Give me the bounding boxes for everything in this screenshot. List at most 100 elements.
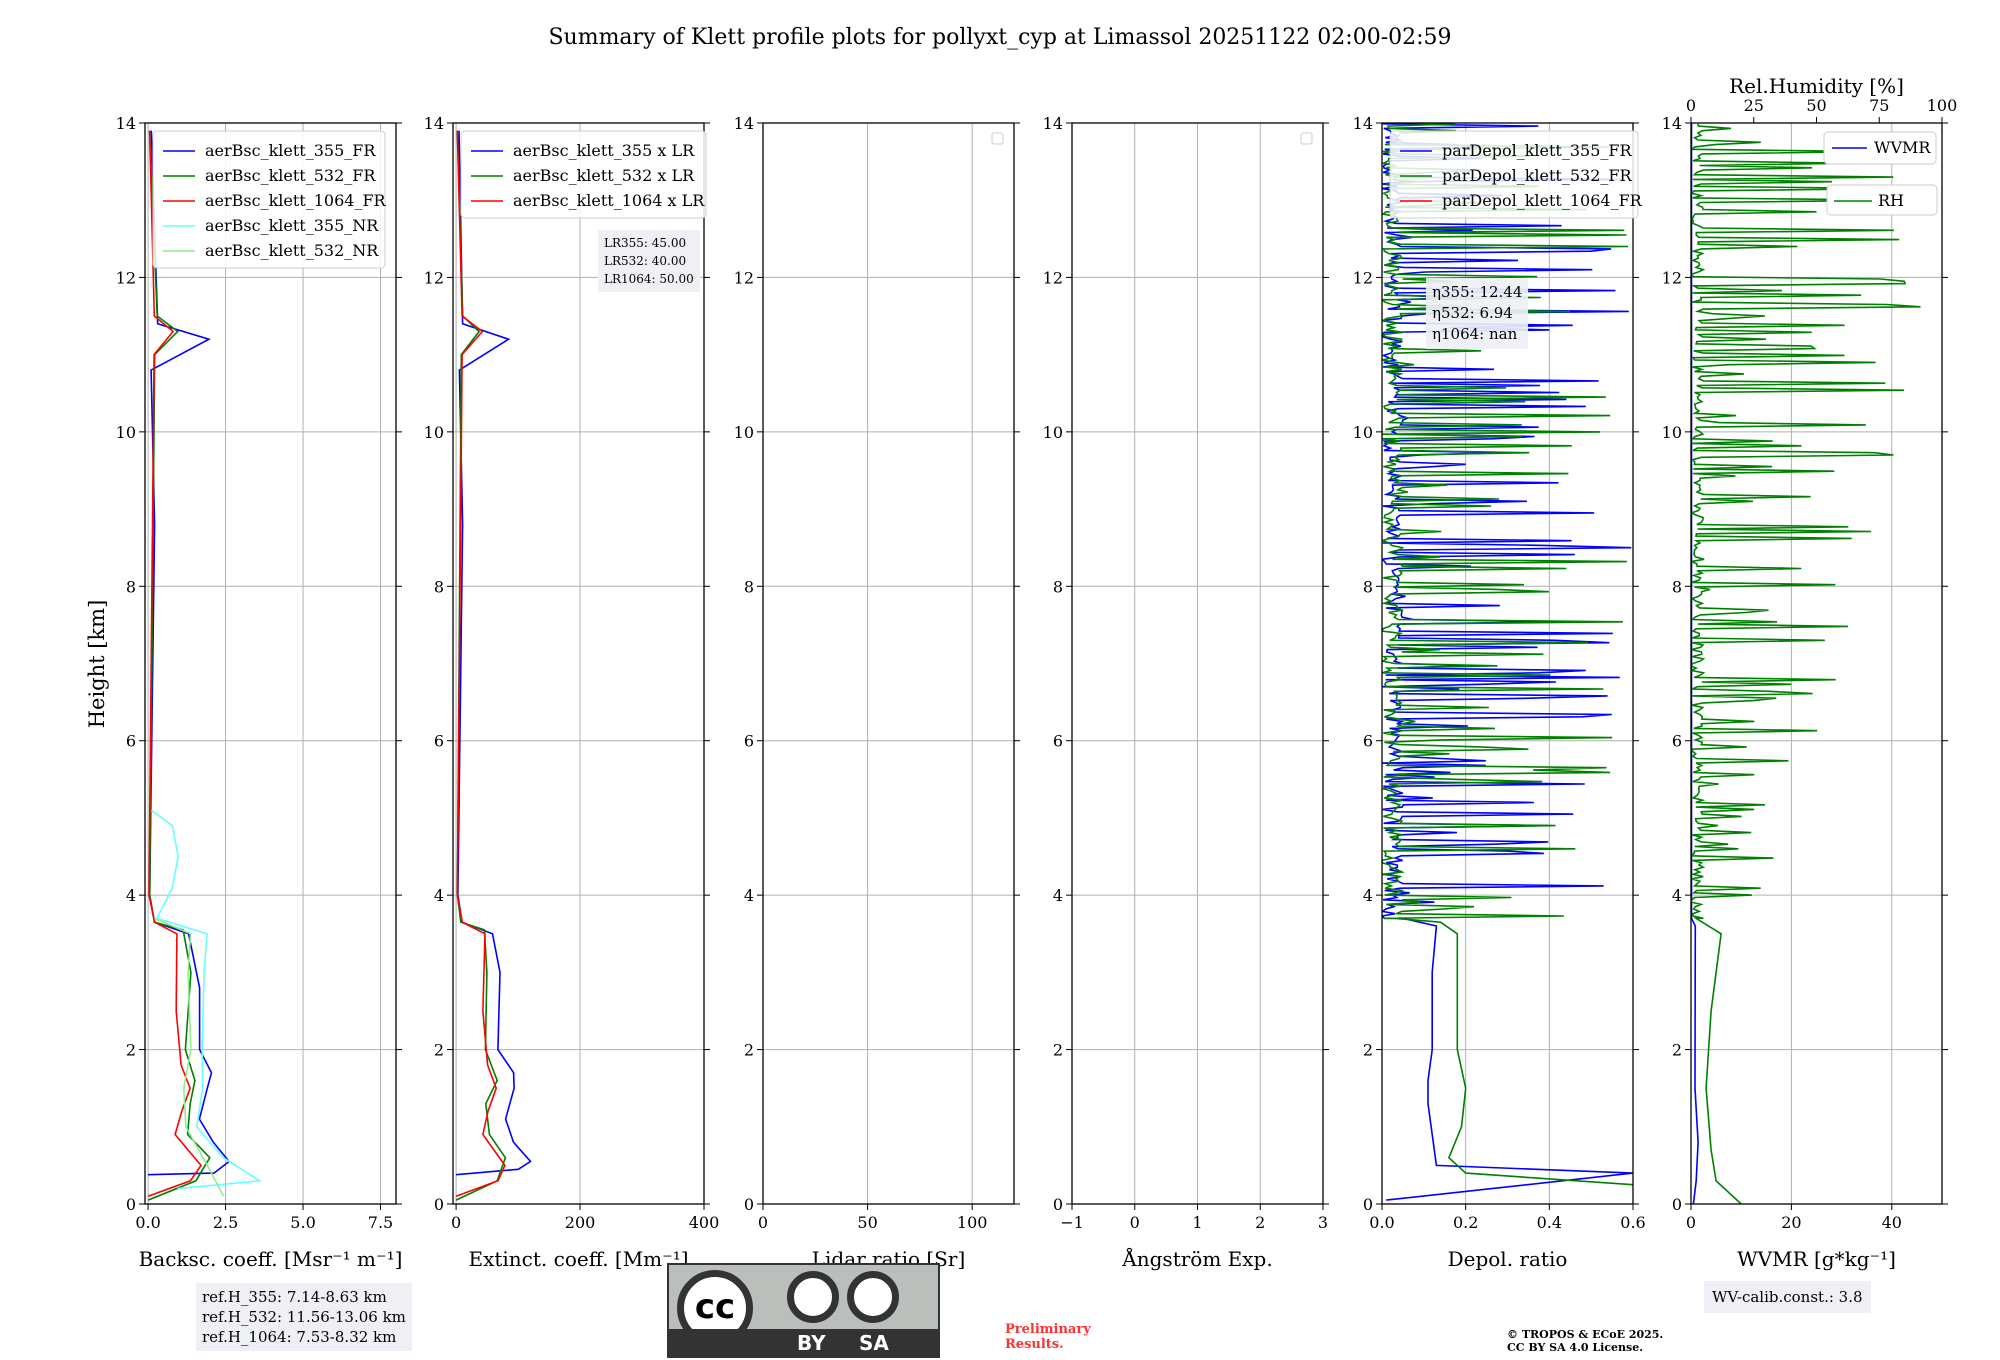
y-tick-label: 6 xyxy=(744,732,754,751)
y-tick-label: 14 xyxy=(424,114,444,133)
y-tick-label: 12 xyxy=(734,268,754,287)
y-tick-label: 10 xyxy=(1353,423,1373,442)
axes-frame xyxy=(1071,122,1324,1205)
y-tick-label: 4 xyxy=(1672,886,1682,905)
legend-label: aerBsc_klett_532 x LR xyxy=(513,166,695,185)
x-tick-label: 2.5 xyxy=(213,1213,238,1232)
preliminary-note: Preliminary Results. xyxy=(1005,1322,1091,1352)
y-tick-label: 0 xyxy=(744,1195,754,1214)
legend-label: aerBsc_klett_355 x LR xyxy=(513,141,695,160)
legend-box xyxy=(1389,130,1639,219)
x-tick-label: 0.4 xyxy=(1537,1213,1562,1232)
y-tick-label: 12 xyxy=(1353,268,1373,287)
legend-box xyxy=(1826,184,1938,216)
legend-label: aerBsc_klett_532_NR xyxy=(205,241,379,260)
x-tick-label: 0.0 xyxy=(135,1213,160,1232)
series-aerBsc_klett_1064 x LR xyxy=(455,130,506,1198)
y-tick-label: 4 xyxy=(744,886,754,905)
series-parDepol_klett_532_FR xyxy=(1382,123,1633,1186)
ref-height-532: ref.H_532: 11.56-13.06 km xyxy=(202,1308,406,1326)
panel-1: 0 2 4 6 8 10 12 14 0.0 2.5 5.0 7.5 Backsc. coeff. [M… xyxy=(116,114,403,1271)
y-tick-label: 6 xyxy=(434,732,444,751)
x-axis-label: Extinct. coeff. [Mm⁻¹] xyxy=(468,1247,688,1271)
legend-label: parDepol_klett_1064_FR xyxy=(1442,191,1643,210)
y-tick-label: 14 xyxy=(116,114,136,133)
y-tick-label: 2 xyxy=(126,1041,136,1060)
series-aerBsc_klett_532 x LR xyxy=(455,130,507,1201)
x-tick-label: 0 xyxy=(758,1213,768,1232)
x-tick-label: 40 xyxy=(1882,1213,1902,1232)
lr-1064: LR1064: 50.00 xyxy=(604,272,694,286)
series-RH xyxy=(1691,123,1921,1204)
y-tick-label: 10 xyxy=(116,423,136,442)
axes-frame xyxy=(762,122,1015,1205)
legend-box xyxy=(460,130,707,219)
y-tick-label: 6 xyxy=(1053,732,1063,751)
y-tick-label: 12 xyxy=(1662,268,1682,287)
legend-label: RH xyxy=(1878,191,1904,210)
sa-share-icon xyxy=(847,1271,899,1323)
x-tick-label: 7.5 xyxy=(368,1213,393,1232)
y-tick-label: 14 xyxy=(1662,114,1682,133)
y-tick-label: 2 xyxy=(434,1041,444,1060)
y-tick-label: 8 xyxy=(434,577,444,596)
eta-532: η532: 6.94 xyxy=(1432,304,1513,322)
x-tick-label: −1 xyxy=(1060,1213,1084,1232)
y-tick-label: 10 xyxy=(1662,423,1682,442)
y-tick-label: 8 xyxy=(744,577,754,596)
x-tick-label: 100 xyxy=(957,1213,988,1232)
y-axis-label: Height [km] xyxy=(85,600,109,729)
series-aerBsc_klett_355_NR xyxy=(150,809,263,1190)
by-label: BY xyxy=(797,1331,826,1355)
panel-5: 0 2 4 6 8 10 12 14 0.0 0.2 0.4 0.6 Depol. ratio parDe… xyxy=(1353,114,1646,1271)
y-tick-label: 0 xyxy=(126,1195,136,1214)
x-axis-label: WVMR [g*kg⁻¹] xyxy=(1737,1247,1896,1271)
legend-label: WVMR xyxy=(1874,138,1931,157)
legend-box xyxy=(1823,131,1937,165)
x-axis-label: Backsc. coeff. [Msr⁻¹ m⁻¹] xyxy=(139,1247,403,1271)
legend-label: aerBsc_klett_532_FR xyxy=(205,166,376,185)
top-x-tick-label: 100 xyxy=(1927,96,1958,115)
y-tick-label: 12 xyxy=(116,268,136,287)
series-aerBsc_klett_355_FR xyxy=(148,130,231,1176)
y-tick-label: 0 xyxy=(1672,1195,1682,1214)
x-tick-label: 0.6 xyxy=(1620,1213,1645,1232)
y-tick-label: 8 xyxy=(126,577,136,596)
legend-label: parDepol_klett_532_FR xyxy=(1442,166,1633,185)
ref-height-355: ref.H_355: 7.14-8.63 km xyxy=(202,1288,387,1306)
legend-label: aerBsc_klett_1064_FR xyxy=(205,191,387,210)
y-tick-label: 4 xyxy=(1053,886,1063,905)
y-tick-label: 4 xyxy=(434,886,444,905)
series-parDepol_klett_355_FR xyxy=(1382,123,1633,1201)
y-tick-label: 0 xyxy=(1053,1195,1063,1214)
y-tick-label: 8 xyxy=(1053,577,1063,596)
y-tick-label: 4 xyxy=(126,886,136,905)
y-tick-label: 14 xyxy=(1043,114,1063,133)
x-tick-label: 2 xyxy=(1255,1213,1265,1232)
cc-license-logo: cc BY SA xyxy=(667,1263,940,1358)
eta-355: η355: 12.44 xyxy=(1432,283,1523,301)
y-tick-label: 10 xyxy=(734,423,754,442)
top-x-tick-label: 0 xyxy=(1686,96,1696,115)
series-group xyxy=(455,130,532,1201)
by-person-icon xyxy=(787,1271,839,1323)
series-group xyxy=(1382,123,1633,1201)
legend-box xyxy=(152,130,386,269)
y-tick-label: 8 xyxy=(1363,577,1373,596)
axes-frame xyxy=(452,122,705,1205)
y-tick-label: 8 xyxy=(1672,577,1682,596)
empty-legend xyxy=(1300,132,1313,145)
y-tick-label: 6 xyxy=(126,732,136,751)
legend-label: aerBsc_klett_355_NR xyxy=(205,216,379,235)
x-tick-label: 0.0 xyxy=(1369,1213,1394,1232)
series-aerBsc_klett_355 x LR xyxy=(456,130,532,1176)
series-aerBsc_klett_532_FR xyxy=(147,130,211,1201)
eta-1064: η1064: nan xyxy=(1432,325,1518,343)
figure-title: Summary of Klett profile plots for polly… xyxy=(548,25,1451,50)
series-aerBsc_klett_1064_FR xyxy=(147,130,203,1198)
top-x-tick-label: 50 xyxy=(1806,96,1826,115)
